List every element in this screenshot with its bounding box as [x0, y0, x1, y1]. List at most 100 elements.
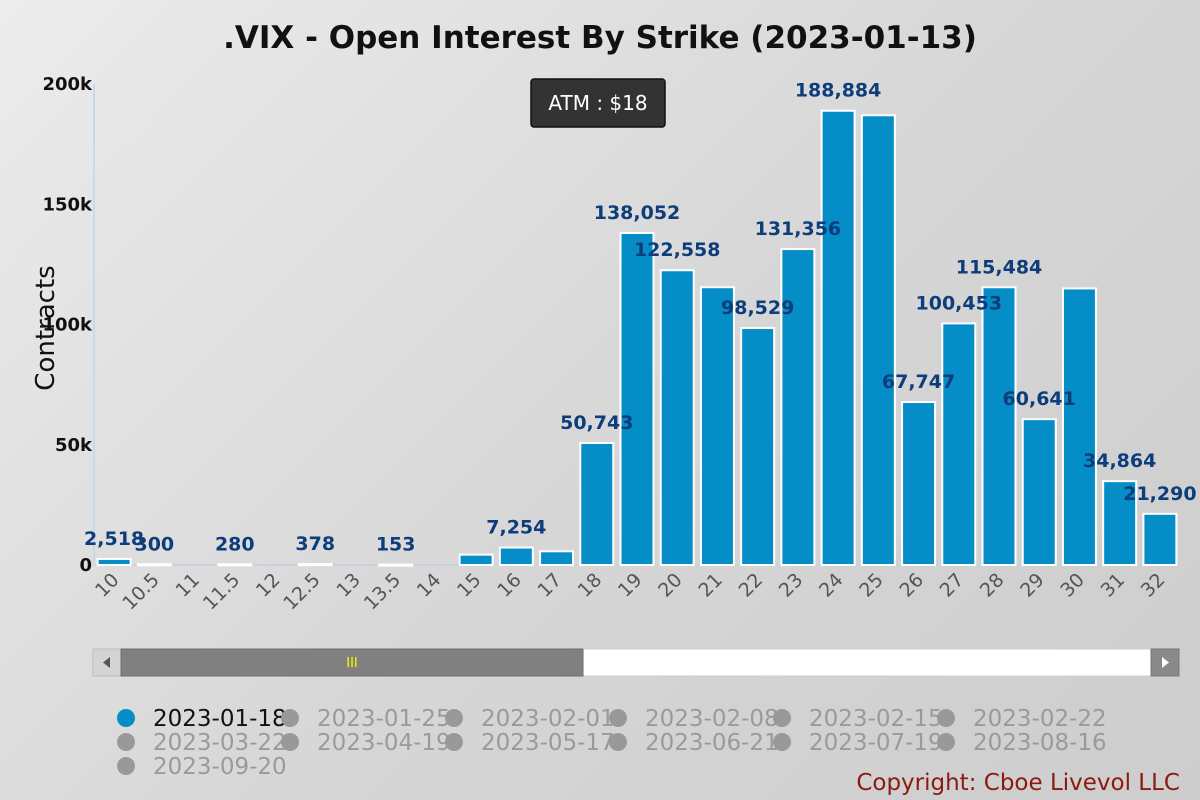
- legend-item-2023-04-19[interactable]: 2023-04-19: [281, 730, 451, 756]
- x-tick-label: 23: [775, 569, 808, 602]
- scrollbar-thumb[interactable]: [120, 648, 584, 677]
- bar-strike-20[interactable]: [659, 269, 695, 566]
- legend-label: 2023-04-19: [317, 730, 451, 756]
- data-label-strike-28: 115,484: [956, 256, 1043, 278]
- data-label-strike-19: 138,052: [594, 202, 681, 224]
- legend-label: 2023-02-01: [481, 706, 615, 732]
- bar-strike-32[interactable]: [1142, 512, 1178, 566]
- legend-label: 2023-03-22: [153, 730, 287, 756]
- scrollbar[interactable]: III: [92, 648, 1180, 677]
- data-label-strike-20: 122,558: [634, 239, 721, 261]
- bar-strike-10[interactable]: [96, 557, 132, 567]
- data-label-strike-11.5: 280: [215, 533, 255, 555]
- data-label-strike-23: 131,356: [755, 218, 842, 240]
- legend-item-2023-08-16[interactable]: 2023-08-16: [937, 730, 1107, 756]
- x-tick-label: 19: [614, 569, 647, 602]
- legend-marker: [281, 733, 299, 751]
- data-label-strike-27: 100,453: [916, 292, 1003, 314]
- y-tick-label: 150k: [42, 194, 93, 215]
- bar-strike-17[interactable]: [539, 550, 575, 567]
- data-label-strike-26: 67,747: [882, 371, 955, 393]
- bar-strike-21[interactable]: [699, 286, 735, 566]
- legend-marker: [445, 709, 463, 727]
- bar-strike-13.5[interactable]: [378, 563, 414, 567]
- x-tick-label: 21: [694, 569, 727, 602]
- x-tick-label: 27: [936, 569, 969, 602]
- legend-marker: [937, 709, 955, 727]
- x-tick-label: 25: [855, 569, 888, 602]
- legend-item-2023-05-17[interactable]: 2023-05-17: [445, 730, 615, 756]
- legend-marker: [937, 733, 955, 751]
- legend-item-2023-06-21[interactable]: 2023-06-21: [609, 730, 779, 756]
- legend-item-2023-03-22[interactable]: 2023-03-22: [117, 730, 287, 756]
- x-tick-label: 16: [493, 569, 526, 602]
- legend-marker: [117, 757, 135, 775]
- legend-marker: [117, 709, 135, 727]
- legend-marker: [773, 709, 791, 727]
- chart-title: .VIX - Open Interest By Strike (2023-01-…: [223, 20, 977, 56]
- x-tick-label: 24: [815, 569, 848, 602]
- bar-strike-23[interactable]: [780, 248, 816, 567]
- x-tick-label: 30: [1056, 569, 1089, 602]
- x-tick-label: 11.5: [199, 569, 244, 614]
- scrollbar-grip: III: [346, 656, 358, 671]
- bar-strike-26[interactable]: [901, 401, 937, 566]
- y-axis-label: Contracts: [31, 265, 61, 390]
- legend-marker: [609, 733, 627, 751]
- data-label-strike-29: 60,641: [1003, 388, 1076, 410]
- data-label-strike-12.5: 378: [295, 533, 335, 555]
- data-label-strike-32: 21,290: [1123, 483, 1196, 505]
- x-tick-label: 11: [171, 569, 204, 602]
- scroll-right-button[interactable]: [1150, 648, 1180, 677]
- legend-item-2023-02-15[interactable]: 2023-02-15: [773, 706, 943, 732]
- bar-strike-25[interactable]: [860, 114, 896, 566]
- legend-label: 2023-06-21: [645, 730, 779, 756]
- legend-label: 2023-08-16: [973, 730, 1107, 756]
- x-tick-label: 26: [895, 569, 928, 602]
- legend-item-2023-09-20[interactable]: 2023-09-20: [117, 754, 287, 780]
- legend-item-2023-02-01[interactable]: 2023-02-01: [445, 706, 615, 732]
- x-tick-label: 12: [252, 569, 285, 602]
- bar-strike-10.5[interactable]: [136, 563, 172, 567]
- legend-marker: [445, 733, 463, 751]
- x-tick-label: 18: [574, 569, 607, 602]
- y-tick-label: 50k: [55, 435, 93, 456]
- legend-item-2023-01-25[interactable]: 2023-01-25: [281, 706, 451, 732]
- legend-label: 2023-01-25: [317, 706, 451, 732]
- legend-item-2023-02-08[interactable]: 2023-02-08: [609, 706, 779, 732]
- bar-strike-22[interactable]: [740, 327, 776, 566]
- bar-strike-19[interactable]: [619, 231, 655, 566]
- bar-strike-12.5[interactable]: [297, 563, 333, 567]
- bar-strike-28[interactable]: [981, 286, 1017, 566]
- legend-marker: [773, 733, 791, 751]
- legend-item-2023-02-22[interactable]: 2023-02-22: [937, 706, 1107, 732]
- bar-strike-11.5[interactable]: [217, 563, 253, 567]
- bar-strike-29[interactable]: [1021, 418, 1057, 566]
- x-tick-label: 14: [413, 569, 446, 602]
- legend-label: 2023-07-19: [809, 730, 943, 756]
- x-tick-label: 22: [735, 569, 768, 602]
- bars-group: [96, 109, 1178, 567]
- bar-strike-18[interactable]: [579, 441, 615, 566]
- legend-marker: [281, 709, 299, 727]
- data-label-strike-24: 188,884: [795, 80, 882, 102]
- legend-item-2023-01-18[interactable]: 2023-01-18: [117, 706, 287, 732]
- legend-label: 2023-01-18: [153, 706, 287, 732]
- legend-item-2023-07-19[interactable]: 2023-07-19: [773, 730, 943, 756]
- bar-strike-31[interactable]: [1102, 480, 1138, 566]
- bar-strike-16[interactable]: [498, 546, 534, 567]
- atm-annotation-box: [530, 78, 666, 128]
- bar-strike-27[interactable]: [941, 322, 977, 566]
- x-tick-label: 31: [1097, 569, 1130, 602]
- y-axis-ticks: 0 50k 100k 150k 200k: [42, 74, 93, 576]
- bar-strike-15[interactable]: [458, 553, 494, 567]
- chevron-right-icon: [1162, 657, 1169, 668]
- y-tick-label: 0: [79, 555, 92, 576]
- bar-strike-24[interactable]: [820, 109, 856, 566]
- x-tick-label: 20: [654, 569, 687, 602]
- bar-strike-30[interactable]: [1061, 287, 1097, 566]
- x-tick-label: 13: [332, 569, 365, 602]
- legend-label: 2023-02-22: [973, 706, 1107, 732]
- x-tick-label: 32: [1137, 569, 1170, 602]
